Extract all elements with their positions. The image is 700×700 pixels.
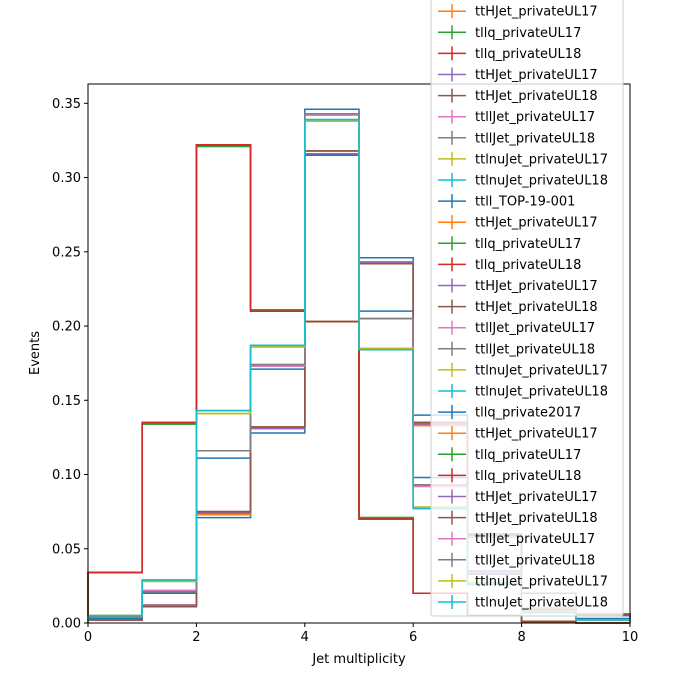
x-tick-label: 10 [622, 630, 639, 645]
legend-entry: ttllJet_privateUL18 [438, 130, 595, 146]
legend-label: tllq_privateUL17 [475, 448, 581, 463]
legend-label: tllq_privateUL17 [475, 26, 581, 41]
legend-box [430, 0, 624, 617]
legend-entry: tllq_privateUL17 [438, 447, 581, 463]
legend-label: ttllJet_privateUL17 [475, 321, 595, 336]
legend-entry: ttll_TOP-19-001 [438, 194, 575, 210]
x-tick-label: 4 [301, 630, 309, 645]
legend-entry: tllq_privateUL18 [438, 46, 581, 62]
legend-label: ttHJet_privateUL17 [475, 68, 598, 83]
legend-label: ttHJet_privateUL17 [475, 216, 598, 231]
legend-entry: tllq_privateUL18 [438, 468, 581, 484]
legend-label: ttll_TOP-19-001 [475, 195, 575, 210]
legend-label: ttlnuJet_privateUL18 [475, 596, 608, 611]
legend-label: tllq_privateUL18 [475, 47, 581, 62]
legend-entry: ttlnuJet_privateUL18 [438, 173, 608, 189]
y-tick-label: 0.00 [52, 617, 81, 632]
x-tick-label: 2 [192, 630, 200, 645]
legend-label: ttHJet_privateUL17 [475, 5, 598, 20]
x-axis: 0 2 4 6 8 10 [84, 623, 638, 645]
legend: ttHJet_privateUL17 tllq_privateUL17 tllq_p… [430, 0, 624, 617]
legend-entry: ttllJet_privateUL17 [438, 320, 595, 336]
legend-entry: ttlnuJet_privateUL17 [438, 362, 608, 378]
legend-entry: ttHJet_privateUL18 [438, 510, 598, 526]
legend-label: ttllJet_privateUL18 [475, 553, 595, 568]
x-tick-label: 8 [517, 630, 525, 645]
y-tick-label: 0.30 [52, 171, 81, 186]
legend-label: tllq_private2017 [475, 406, 581, 421]
x-tick-label: 0 [84, 630, 92, 645]
legend-label: ttllJet_privateUL17 [475, 110, 595, 125]
y-axis-label: Events [28, 331, 43, 375]
legend-entry: ttHJet_privateUL17 [438, 4, 598, 20]
legend-entry: tllq_privateUL17 [438, 25, 581, 41]
legend-label: ttHJet_privateUL18 [475, 89, 598, 104]
legend-entry: ttHJet_privateUL17 [438, 426, 598, 442]
legend-label: ttHJet_privateUL18 [475, 511, 598, 526]
y-tick-label: 0.15 [52, 394, 81, 409]
legend-entry: ttHJet_privateUL17 [438, 278, 598, 294]
legend-label: ttHJet_privateUL17 [475, 279, 598, 294]
legend-entry: ttHJet_privateUL17 [438, 489, 598, 505]
legend-label: ttllJet_privateUL18 [475, 342, 595, 357]
x-tick-label: 6 [409, 630, 417, 645]
legend-entry: ttlnuJet_privateUL18 [438, 595, 608, 611]
x-axis-label: Jet multiplicity [311, 652, 406, 667]
legend-entry: ttlnuJet_privateUL17 [438, 573, 608, 589]
legend-entry: ttllJet_privateUL18 [438, 341, 595, 357]
legend-label: ttllJet_privateUL18 [475, 131, 595, 146]
legend-entry: ttlnuJet_privateUL17 [438, 151, 608, 167]
y-tick-label: 0.25 [52, 245, 81, 260]
legend-label: ttlnuJet_privateUL17 [475, 152, 608, 167]
y-tick-label: 0.35 [52, 97, 81, 112]
y-axis: 0.00 0.05 0.10 0.15 0.20 0.25 0.30 0.35 [52, 97, 88, 632]
y-tick-label: 0.20 [52, 320, 81, 335]
legend-label: tllq_privateUL18 [475, 469, 581, 484]
legend-label: ttlnuJet_privateUL18 [475, 385, 608, 400]
legend-label: tllq_privateUL18 [475, 258, 581, 273]
plot-frame [87, 83, 631, 624]
legend-label: ttHJet_privateUL17 [475, 490, 598, 505]
legend-entry: ttHJet_privateUL18 [438, 299, 598, 315]
legend-label: ttlnuJet_privateUL18 [475, 174, 608, 189]
legend-label: ttlnuJet_privateUL17 [475, 574, 608, 589]
y-tick-label: 0.10 [52, 468, 81, 483]
legend-label: tllq_privateUL17 [475, 237, 581, 252]
legend-entry: ttlnuJet_privateUL18 [438, 384, 608, 400]
legend-label: ttllJet_privateUL17 [475, 532, 595, 547]
legend-entry: ttllJet_privateUL17 [438, 531, 595, 547]
legend-label: ttHJet_privateUL18 [475, 300, 598, 315]
legend-entry: tllq_privateUL18 [438, 257, 581, 273]
legend-entry: ttllJet_privateUL18 [438, 552, 595, 568]
legend-entry: tllq_privateUL17 [438, 236, 581, 252]
legend-entry: ttHJet_privateUL17 [438, 67, 598, 83]
legend-entry: tllq_private2017 [438, 405, 581, 421]
legend-label: ttHJet_privateUL17 [475, 427, 598, 442]
legend-label: ttlnuJet_privateUL17 [475, 363, 608, 378]
y-tick-label: 0.05 [52, 542, 81, 557]
legend-entry: ttllJet_privateUL17 [438, 109, 595, 125]
legend-entry: ttHJet_privateUL17 [438, 215, 598, 231]
legend-entry: ttHJet_privateUL18 [438, 88, 598, 104]
